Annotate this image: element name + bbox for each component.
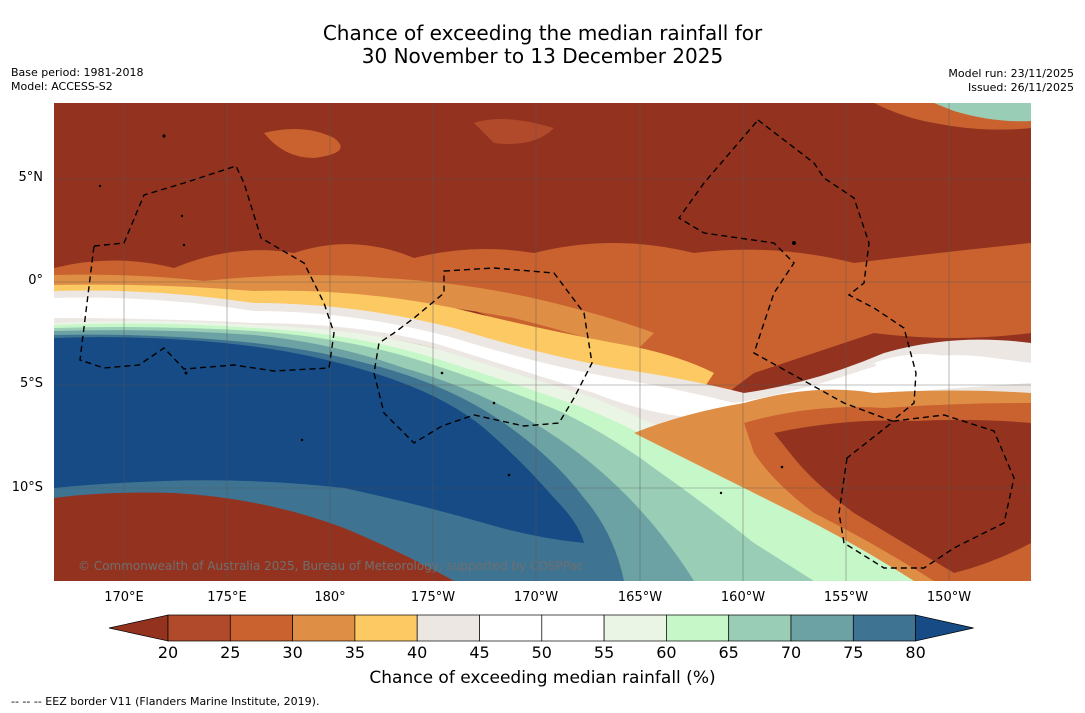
lon-label-180: 180° <box>314 590 346 605</box>
meta-left: Base period: 1981-2018 Model: ACCESS-S2 <box>11 66 143 94</box>
colorbar-segment <box>603 614 667 642</box>
base-period: Base period: 1981-2018 <box>11 66 144 79</box>
colorbar-tick-label: 70 <box>780 643 802 662</box>
colorbar-tick-label: 55 <box>593 643 615 662</box>
title-line-1: Chance of exceeding the median rainfall … <box>322 21 763 45</box>
lat-label-5s: 5°S <box>19 376 43 391</box>
colorbar-tick-label: 50 <box>531 643 552 662</box>
band-se-20 <box>774 419 1031 573</box>
colorbar-tick-label: 60 <box>656 643 677 662</box>
colorbar-extend-high <box>915 614 974 642</box>
issued-date: Issued: 26/11/2025 <box>967 81 1074 94</box>
eez-borders <box>79 119 1015 569</box>
meta-right: Model run: 23/11/2025 Issued: 26/11/2025 <box>948 67 1074 95</box>
map-title: Chance of exceeding the median rainfall … <box>0 22 1085 68</box>
model-run: Model run: 23/11/2025 <box>948 67 1074 80</box>
colorbar-tick-label: 65 <box>718 643 739 662</box>
colorbar <box>108 614 978 646</box>
lon-label-160w: 160°W <box>720 590 766 605</box>
colorbar-tick-label: 20 <box>157 643 179 662</box>
lon-label-170w: 170°W <box>513 590 559 605</box>
colorbar-segment <box>790 614 854 642</box>
colorbar-segment <box>666 614 730 642</box>
lon-label-165w: 165°W <box>617 590 663 605</box>
title-line-2: 30 November to 13 December 2025 <box>361 44 724 68</box>
colorbar-svg <box>108 614 974 642</box>
rainfall-map[interactable] <box>54 103 1031 581</box>
lon-label-175w: 175°W <box>410 590 456 605</box>
colorbar-segment <box>354 614 418 642</box>
colorbar-tick-label: 75 <box>843 643 864 662</box>
colorbar-segment <box>167 614 231 642</box>
eez-border-note: -- -- -- EEZ border V11 (Flanders Marine… <box>11 695 320 708</box>
colorbar-segment <box>229 614 293 642</box>
lat-label-5n: 5°N <box>18 170 44 185</box>
lat-label-0: 0° <box>28 273 43 288</box>
patch-n-orange-1 <box>264 129 341 158</box>
colorbar-segment <box>292 614 356 642</box>
colorbar-tick-label: 25 <box>220 643 241 662</box>
colorbar-segment <box>479 614 543 642</box>
patch-ne-green <box>934 103 1031 122</box>
lon-label-150w: 150°W <box>926 590 972 605</box>
lat-label-10s: 10°S <box>11 480 43 495</box>
eez-tokelau <box>373 267 593 444</box>
colorbar-segment <box>541 614 605 642</box>
colorbar-segment <box>416 614 480 642</box>
colorbar-tick-label: 35 <box>344 643 366 662</box>
colorbar-tick-label: 80 <box>905 643 926 662</box>
lon-label-155w: 155°W <box>823 590 869 605</box>
colorbar-tick-label: 40 <box>407 643 428 662</box>
copyright-notice: © Commonwealth of Australia 2025, Bureau… <box>78 559 584 573</box>
model-name: Model: ACCESS-S2 <box>11 80 113 93</box>
colorbar-extend-low <box>108 614 169 642</box>
islands <box>98 134 796 495</box>
band-80 <box>54 337 584 543</box>
colorbar-tick-label: 45 <box>469 643 490 662</box>
colorbar-segment <box>852 614 916 642</box>
grid-lines <box>54 103 1031 581</box>
map-svg <box>54 103 1031 581</box>
patch-e-white <box>874 354 954 385</box>
lon-label-175e: 175°E <box>207 590 247 605</box>
eez-cook-islands <box>838 414 1015 569</box>
colorbar-segment <box>728 614 792 642</box>
colorbar-tick-label: 30 <box>282 643 303 662</box>
eez-kiribati-line <box>677 119 917 422</box>
band-50 <box>54 297 1031 418</box>
eez-kiribati-gilbert <box>79 165 335 372</box>
colorbar-label: Chance of exceeding median rainfall (%) <box>369 668 716 688</box>
patch-n-orange-2 <box>474 119 554 144</box>
lon-label-170e: 170°E <box>104 590 144 605</box>
